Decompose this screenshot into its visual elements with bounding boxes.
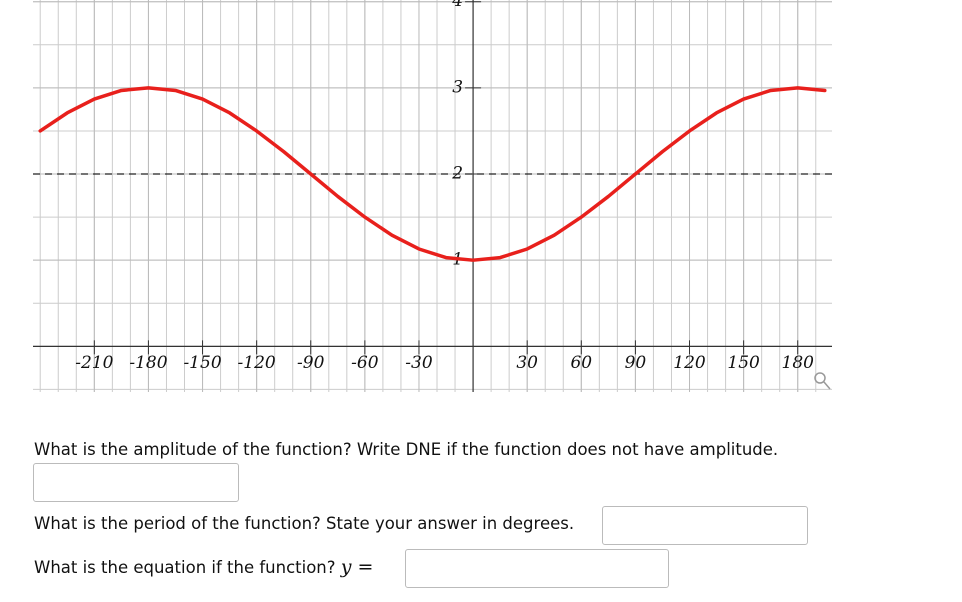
x-tick-label: 30 [516, 353, 538, 373]
chart: -210 -180 -150 -120 -90 -60 -30 30 60 90 120 150 180… [33, 0, 832, 392]
question-text: What is the period of the function? Stat… [34, 514, 575, 533]
curve [38, 86, 827, 262]
x-tick-label: 90 [625, 353, 647, 373]
y-tick-label: 3 [452, 77, 463, 97]
math-label: y = [340, 556, 374, 578]
x-tick-label: 60 [570, 353, 592, 373]
x-tick-label: -150 [183, 353, 221, 373]
x-tick-label: -210 [75, 353, 113, 373]
answer-input[interactable] [405, 549, 669, 588]
x-tick-label: 180 [782, 353, 815, 373]
x-tick-label: -60 [351, 353, 379, 373]
x-tick-label: 120 [673, 353, 706, 373]
x-tick-label: 150 [727, 353, 760, 373]
answer-input[interactable] [602, 506, 808, 545]
question-text: What is the equation if the function? y … [34, 556, 373, 578]
question-text: What is the amplitude of the function? W… [34, 440, 779, 459]
answer-input[interactable] [33, 463, 239, 502]
x-tick-label: -180 [129, 353, 167, 373]
x-tick-label: -120 [238, 353, 276, 373]
question-text: What is the equation if the function? [34, 558, 336, 577]
x-tick-label: -30 [405, 353, 433, 373]
x-tick-label: -90 [297, 353, 325, 373]
y-tick-label: 4 [451, 0, 463, 11]
